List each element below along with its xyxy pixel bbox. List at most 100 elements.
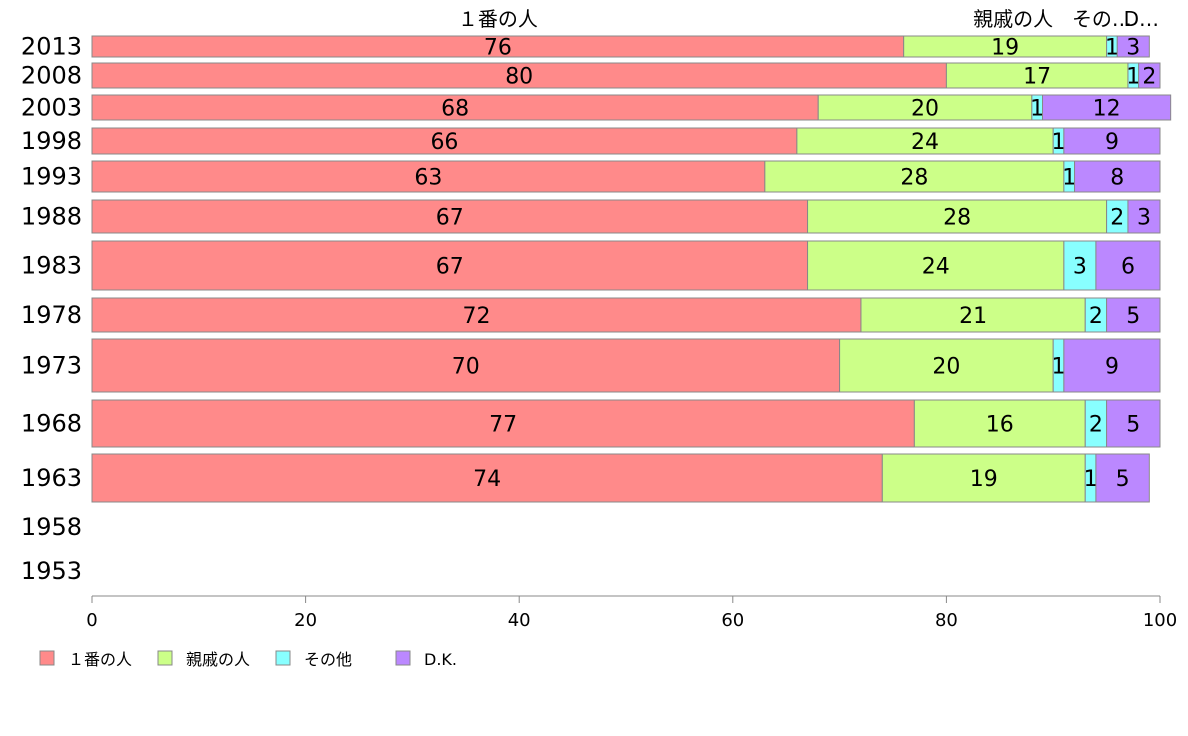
bar-segment-2003-1: [817, 94, 1033, 121]
bar-segment-1978-0: [91, 297, 862, 333]
bar-segment-1998-1: [796, 127, 1054, 155]
bar-value-label-1998-2: 1: [1052, 130, 1066, 155]
bar-segment-1998-3: [1063, 127, 1161, 155]
bar-segment-1988-0: [91, 199, 809, 234]
category-label-1963: 1963: [21, 464, 82, 492]
bar-value-label-1978-0: 72: [462, 304, 490, 329]
legend-swatch-0: [39, 650, 55, 666]
bar-segment-1993-3: [1074, 160, 1161, 193]
x-tick-label-60: 60: [721, 610, 744, 631]
bar-segment-1983-2: [1063, 240, 1097, 291]
bar-value-label-1998-0: 66: [430, 130, 458, 155]
x-tick-label-20: 20: [294, 610, 317, 631]
category-label-2013: 2013: [21, 33, 82, 61]
series-header-label-1: 親戚の人: [973, 7, 1053, 31]
bar-value-label-2008-1: 17: [1023, 65, 1051, 90]
bar-value-label-2008-0: 80: [505, 65, 533, 90]
bar-segment-1963-1: [881, 453, 1086, 503]
legend-swatch-3: [395, 650, 411, 666]
bar-value-label-2013-0: 76: [484, 36, 512, 61]
series-header-labels: １番の人 親戚の人 その…D…: [458, 7, 1159, 31]
bar-value-label-2003-2: 1: [1030, 97, 1044, 122]
bar-value-label-1963-0: 74: [473, 467, 501, 492]
category-label-1988: 1988: [21, 203, 82, 231]
bar-value-label-1993-3: 8: [1110, 166, 1124, 191]
category-label-2003: 2003: [21, 94, 82, 122]
bar-value-label-1968-0: 77: [489, 413, 517, 438]
bar-segment-1993-1: [764, 160, 1065, 193]
legend-label-1: 親戚の人: [186, 650, 250, 669]
bar-value-label-1963-2: 1: [1084, 467, 1098, 492]
bar-value-label-1973-3: 9: [1105, 355, 1119, 380]
category-label-1973: 1973: [21, 352, 82, 380]
bar-value-label-2003-1: 20: [911, 97, 939, 122]
bar-segment-1983-0: [91, 240, 809, 291]
bar-value-label-1988-1: 28: [943, 206, 971, 231]
bar-value-label-1983-0: 67: [436, 255, 464, 280]
category-label-1958: 1958: [21, 513, 82, 541]
bar-segment-1988-1: [807, 199, 1108, 234]
bar-value-label-1998-1: 24: [911, 130, 939, 155]
bar-value-label-1993-0: 63: [414, 166, 442, 191]
category-label-1968: 1968: [21, 410, 82, 438]
bar-segment-2003-0: [91, 94, 819, 121]
bar-segment-1963-3: [1095, 453, 1150, 503]
bar-value-label-1963-3: 5: [1116, 467, 1130, 492]
bar-value-label-2013-1: 19: [991, 36, 1019, 61]
series-header-label-3: D…: [1124, 7, 1159, 31]
bar-value-label-1983-2: 3: [1073, 255, 1087, 280]
bar-segment-1998-0: [91, 127, 798, 155]
bar-segment-1968-3: [1106, 399, 1161, 448]
category-label-1983: 1983: [21, 252, 82, 280]
bar-value-label-1978-1: 21: [959, 304, 987, 329]
bar-value-label-1993-1: 28: [900, 166, 928, 191]
category-label-2008: 2008: [21, 62, 82, 90]
bar-segment-2008-3: [1138, 62, 1161, 89]
category-label-1953: 1953: [21, 557, 82, 585]
bar-value-label-1993-2: 1: [1062, 166, 1076, 191]
legend-label-3: D.K.: [424, 650, 457, 669]
bar-value-label-1983-3: 6: [1121, 255, 1135, 280]
bar-segment-1993-0: [91, 160, 766, 193]
category-label-1993: 1993: [21, 163, 82, 191]
bar-value-label-1988-2: 2: [1110, 206, 1124, 231]
series-header-label-2: その…: [1072, 7, 1132, 31]
x-tick-label-0: 0: [86, 610, 97, 631]
bar-value-label-1973-0: 70: [452, 355, 480, 380]
bar-segment-1973-3: [1063, 338, 1161, 393]
bar-value-label-1988-3: 3: [1137, 206, 1151, 231]
bar-value-label-1968-2: 2: [1089, 413, 1103, 438]
bar-value-label-1983-1: 24: [922, 255, 950, 280]
category-label-1998: 1998: [21, 127, 82, 155]
bar-segment-1988-3: [1127, 199, 1161, 234]
category-label-1978: 1978: [21, 301, 82, 329]
legend-swatch-2: [275, 650, 291, 666]
x-axis: 0 20 40 60 80 100: [86, 595, 1177, 631]
legend: １番の人 親戚の人 その他 D.K.: [39, 650, 457, 669]
bar-value-label-1978-3: 5: [1126, 304, 1140, 329]
x-tick-label-80: 80: [935, 610, 958, 631]
x-tick-label-100: 100: [1143, 610, 1177, 631]
bar-segment-1968-1: [913, 399, 1086, 448]
legend-label-2: その他: [304, 650, 352, 669]
bar-segment-2013-3: [1116, 35, 1150, 58]
bar-value-label-2008-2: 1: [1126, 65, 1140, 90]
bar-segment-2003-3: [1042, 94, 1172, 121]
bar-value-label-1978-2: 2: [1089, 304, 1103, 329]
bar-value-label-1998-3: 9: [1105, 130, 1119, 155]
bar-value-label-1968-1: 16: [986, 413, 1014, 438]
bar-value-label-2008-3: 2: [1142, 65, 1156, 90]
series-header-label-0: １番の人: [458, 7, 538, 31]
bar-value-label-2013-3: 3: [1126, 36, 1140, 61]
bar-value-label-1968-3: 5: [1126, 413, 1140, 438]
bar-segment-2008-0: [91, 62, 947, 89]
bar-value-label-1973-1: 20: [932, 355, 960, 380]
bar-value-label-2003-3: 12: [1093, 97, 1121, 122]
bar-value-label-1973-2: 1: [1052, 355, 1066, 380]
legend-swatch-1: [157, 650, 173, 666]
bar-value-label-1988-0: 67: [436, 206, 464, 231]
bar-value-label-2013-2: 1: [1105, 36, 1119, 61]
